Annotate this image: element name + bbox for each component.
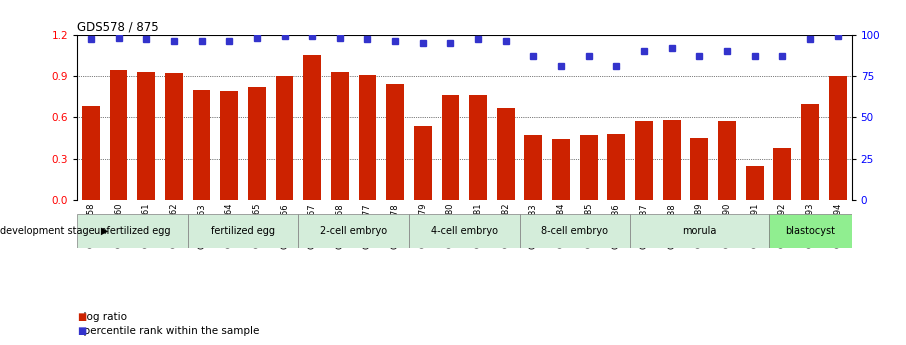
Bar: [552, 139, 570, 200]
Bar: [469, 95, 487, 200]
Text: 8-cell embryo: 8-cell embryo: [542, 226, 609, 236]
Bar: [441, 95, 459, 200]
Bar: [220, 91, 238, 200]
Bar: [331, 72, 349, 200]
Text: blastocyst: blastocyst: [786, 226, 835, 236]
Bar: [275, 76, 294, 200]
Text: fertilized egg: fertilized egg: [211, 226, 275, 236]
Bar: [663, 120, 680, 200]
Bar: [580, 135, 598, 200]
Bar: [248, 87, 265, 200]
Bar: [386, 84, 404, 200]
Text: ■: ■: [77, 326, 86, 336]
Bar: [77, 214, 188, 248]
Bar: [304, 55, 321, 200]
Bar: [829, 76, 847, 200]
Bar: [746, 166, 764, 200]
Bar: [635, 121, 653, 200]
Bar: [110, 70, 128, 200]
Text: GDS578 / 875: GDS578 / 875: [77, 20, 159, 33]
Bar: [359, 75, 377, 200]
Bar: [192, 90, 210, 200]
Bar: [188, 214, 298, 248]
Bar: [496, 108, 515, 200]
Bar: [801, 104, 819, 200]
Bar: [631, 214, 768, 248]
Bar: [525, 135, 543, 200]
Bar: [409, 214, 520, 248]
Bar: [520, 214, 631, 248]
Bar: [137, 72, 155, 200]
Text: 2-cell embryo: 2-cell embryo: [320, 226, 387, 236]
Text: ■: ■: [77, 313, 86, 322]
Bar: [298, 214, 409, 248]
Bar: [768, 214, 852, 248]
Bar: [718, 121, 737, 200]
Bar: [82, 106, 100, 200]
Bar: [774, 148, 792, 200]
Text: development stage  ▶: development stage ▶: [0, 226, 109, 236]
Text: percentile rank within the sample: percentile rank within the sample: [77, 326, 259, 336]
Bar: [165, 73, 183, 200]
Text: unfertilized egg: unfertilized egg: [94, 226, 170, 236]
Text: log ratio: log ratio: [77, 313, 127, 322]
Bar: [414, 126, 432, 200]
Text: 4-cell embryo: 4-cell embryo: [431, 226, 497, 236]
Text: morula: morula: [682, 226, 717, 236]
Bar: [690, 138, 708, 200]
Bar: [608, 134, 625, 200]
